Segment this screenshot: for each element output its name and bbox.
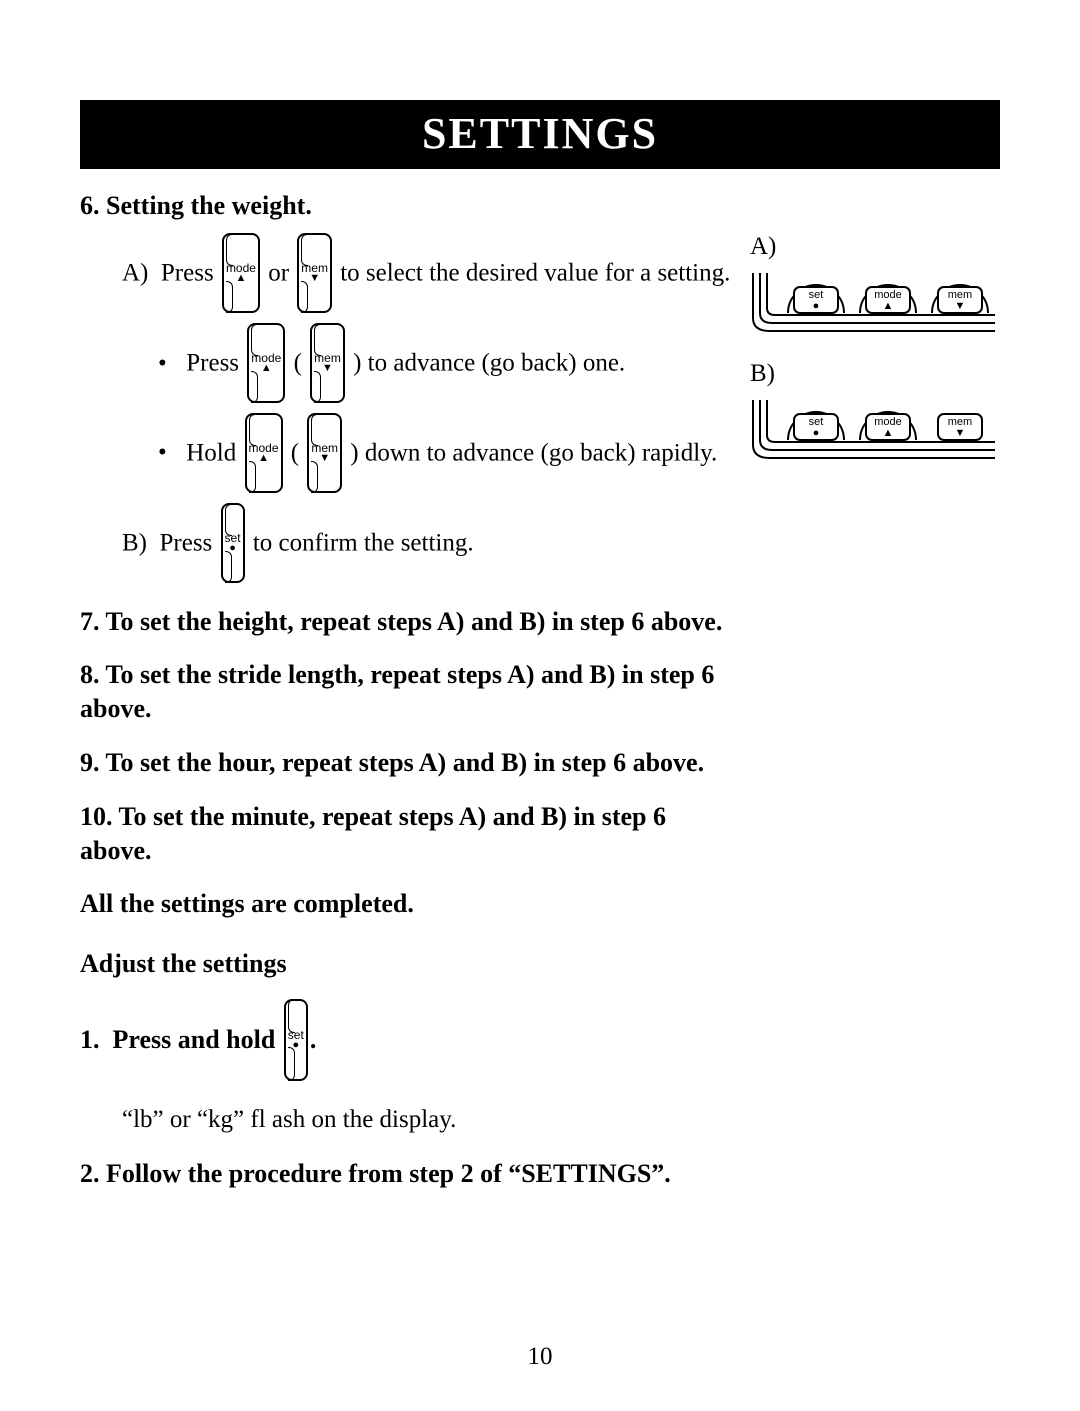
step-9: 9. To set the hour, repeat steps A) and … — [80, 746, 732, 780]
svg-text:▼: ▼ — [955, 427, 966, 439]
mem-button-icon: mem▼ — [297, 233, 332, 313]
set-button-icon: set● — [221, 503, 245, 583]
instructions-column: 6. Setting the weight. A) Press mode▲ or… — [80, 183, 732, 1210]
step-6b: B) Press set● to confirm the setting. — [122, 505, 732, 585]
adjust-step-2: 2. Follow the procedure from step 2 of “… — [80, 1157, 732, 1191]
svg-text:▲: ▲ — [883, 300, 894, 312]
svg-text:●: ● — [813, 427, 820, 439]
step-6a: A) Press mode▲ or mem▼ to select the des… — [122, 235, 732, 315]
step-6-title: 6. Setting the weight. — [80, 191, 732, 221]
diagram-a: A) — [750, 233, 1000, 338]
mem-button-icon: mem▼ — [310, 323, 345, 403]
adjust-step-1: 1. Press and hold set●. — [80, 1001, 732, 1083]
svg-text:▲: ▲ — [883, 427, 894, 439]
svg-text:▼: ▼ — [955, 300, 966, 312]
mode-button-icon: mode▲ — [222, 233, 260, 313]
section-header-text: SETTINGS — [422, 109, 658, 158]
mem-button-icon: mem▼ — [307, 413, 342, 493]
diagram-b: B) set ● mode — [750, 360, 1000, 465]
step-6a-bullet-1: Press mode▲ ( mem▼ ) to advance (go back… — [158, 325, 732, 405]
device-diagram-b-icon: set ● mode ▲ mem ▼ — [750, 390, 1000, 465]
adjust-settings-heading: Adjust the settings — [80, 947, 732, 981]
device-diagram-a-icon: set ● mode ▲ mem ▼ — [750, 263, 1000, 338]
step-7: 7. To set the height, repeat steps A) an… — [80, 605, 732, 639]
diagrams-column: A) — [750, 183, 1000, 1210]
page-number: 10 — [0, 1343, 1080, 1371]
adjust-step-1-sub: “lb” or “kg” fl ash on the display. — [122, 1103, 732, 1137]
step-10: 10. To set the minute, repeat steps A) a… — [80, 800, 732, 868]
step-6a-bullet-2: Hold mode▲ ( mem▼ ) down to advance (go … — [158, 415, 732, 495]
settings-completed: All the settings are completed. — [80, 887, 732, 921]
mode-button-icon: mode▲ — [245, 413, 283, 493]
set-button-icon: set● — [284, 999, 308, 1081]
mode-button-icon: mode▲ — [247, 323, 285, 403]
section-header: SETTINGS — [80, 100, 1000, 169]
svg-text:●: ● — [813, 300, 820, 312]
step-8: 8. To set the stride length, repeat step… — [80, 658, 732, 726]
